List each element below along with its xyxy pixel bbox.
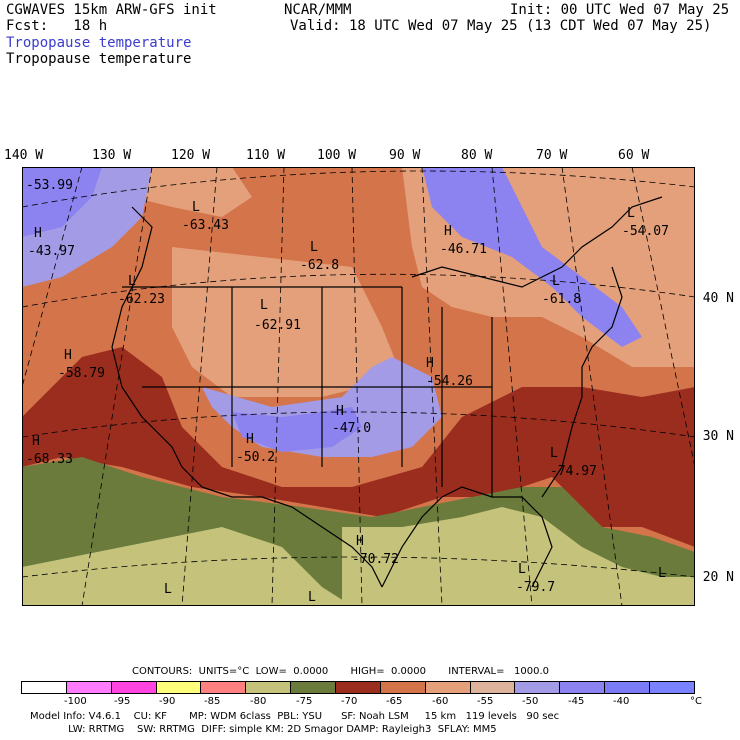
color-bar-box — [604, 681, 651, 694]
map-value-16: -70.72 — [352, 552, 399, 567]
color-bar-box — [65, 681, 112, 694]
color-bar-box — [200, 681, 247, 694]
cbar-tick-13: -40 — [613, 696, 630, 707]
map-mark-3: L — [192, 200, 200, 215]
map-mark-20: L — [658, 566, 666, 581]
color-bar-box — [110, 681, 157, 694]
contours-info: CONTOURS: UNITS=°C LOW= 0.0000 HIGH= 0.0… — [132, 666, 550, 677]
cbar-tick-6: -75 — [296, 696, 313, 707]
map-mark-15: L — [550, 446, 558, 461]
map-mark-14: H — [246, 432, 254, 447]
lon-label-100w: 100 W — [317, 148, 357, 163]
map-value-1: -53.99 — [26, 178, 73, 193]
model-title: CGWAVES 15km ARW-GFS init — [6, 2, 217, 18]
lon-label-90w: 90 W — [389, 148, 421, 163]
cbar-tick-1: -100 — [64, 696, 87, 707]
color-bar-box — [245, 681, 292, 694]
map-value-3: -63.43 — [182, 218, 229, 233]
map-value-13: -68.33 — [26, 452, 73, 467]
cbar-tick-12: -45 — [568, 696, 585, 707]
map-mark-6: L — [627, 206, 635, 221]
cbar-tick-11: -50 — [522, 696, 539, 707]
forecast-hour: Fcst: 18 h — [6, 18, 108, 34]
lon-label-80w: 80 W — [461, 148, 493, 163]
cbar-tick-5: -80 — [250, 696, 267, 707]
cbar-units: °C — [690, 696, 702, 707]
color-bar — [21, 681, 695, 694]
map-value-15: -74.97 — [550, 464, 597, 479]
map-mark-11: H — [426, 356, 434, 371]
color-bar-box — [335, 681, 381, 694]
field-title-primary: Tropopause temperature — [6, 35, 192, 51]
map-mark-16: H — [356, 534, 364, 549]
map-value-10: -58.79 — [58, 366, 105, 381]
map-value-17: -79.7 — [516, 580, 555, 595]
lon-label-110w: 110 W — [246, 148, 286, 163]
map-value-2: -43.97 — [28, 244, 75, 259]
cbar-tick-4: -85 — [204, 696, 221, 707]
map-value-9: -61.8 — [542, 292, 581, 307]
map-mark-12: H — [336, 404, 344, 419]
map-mark-5: H — [444, 224, 452, 239]
color-bar-box — [469, 681, 516, 694]
valid-time: Valid: 18 UTC Wed 07 May 25 (13 CDT Wed … — [290, 18, 712, 34]
lat-label-30n: 30 N — [702, 429, 734, 444]
map-value-6: -54.07 — [622, 224, 669, 239]
color-bar-box — [649, 681, 695, 694]
map-mark-10: H — [64, 348, 72, 363]
map-mark-2: H — [34, 226, 42, 241]
map-mark-17: L — [518, 562, 526, 577]
map-mark-8: L — [260, 298, 268, 313]
map-mark-9: L — [552, 274, 560, 289]
map-value-14: -50.2 — [236, 450, 275, 465]
map-mark-7: L — [128, 274, 136, 289]
map-value-12: -47.0 — [332, 421, 371, 436]
lon-label-60w: 60 W — [618, 148, 650, 163]
cbar-tick-9: -60 — [432, 696, 449, 707]
map-mark-19: L — [308, 590, 316, 605]
color-bar-box — [290, 681, 337, 694]
cbar-tick-7: -70 — [341, 696, 358, 707]
lat-label-40n: 40 N — [702, 291, 734, 306]
map-value-11: -54.26 — [426, 374, 473, 389]
tropopause-temperature-map: -53.99 H -43.97 L -63.43 L -62.8 H -46.7… — [22, 167, 695, 606]
color-bar-box — [155, 681, 202, 694]
color-bar-box — [559, 681, 606, 694]
map-value-8: -62.91 — [254, 318, 301, 333]
center-label: NCAR/MMM — [284, 2, 352, 18]
cbar-tick-2: -95 — [114, 696, 131, 707]
model-info-line-2: LW: RRTMG SW: RRTMG DIFF: simple KM: 2D … — [30, 724, 497, 735]
color-bar-box — [379, 681, 426, 694]
map-value-4: -62.8 — [300, 258, 339, 273]
lon-label-130w: 130 W — [92, 148, 132, 163]
cbar-tick-3: -90 — [159, 696, 176, 707]
lon-label-140w: 140 W — [4, 148, 44, 163]
lat-label-20n: 20 N — [702, 570, 734, 585]
color-bar-box — [21, 681, 67, 694]
map-mark-18: L — [164, 582, 172, 597]
field-title-secondary: Tropopause temperature — [6, 51, 192, 67]
map-value-5: -46.71 — [440, 242, 487, 257]
lon-label-120w: 120 W — [171, 148, 211, 163]
color-bar-box — [514, 681, 561, 694]
model-info-line-1: Model Info: V4.6.1 CU: KF MP: WDM 6class… — [30, 711, 560, 722]
lon-label-70w: 70 W — [536, 148, 568, 163]
color-bar-box — [424, 681, 471, 694]
init-time: Init: 00 UTC Wed 07 May 25 — [510, 2, 730, 18]
map-mark-13: H — [32, 434, 40, 449]
cbar-tick-10: -55 — [477, 696, 494, 707]
map-mark-4: L — [310, 240, 318, 255]
cbar-tick-8: -65 — [386, 696, 403, 707]
map-value-7: -62.23 — [118, 292, 165, 307]
